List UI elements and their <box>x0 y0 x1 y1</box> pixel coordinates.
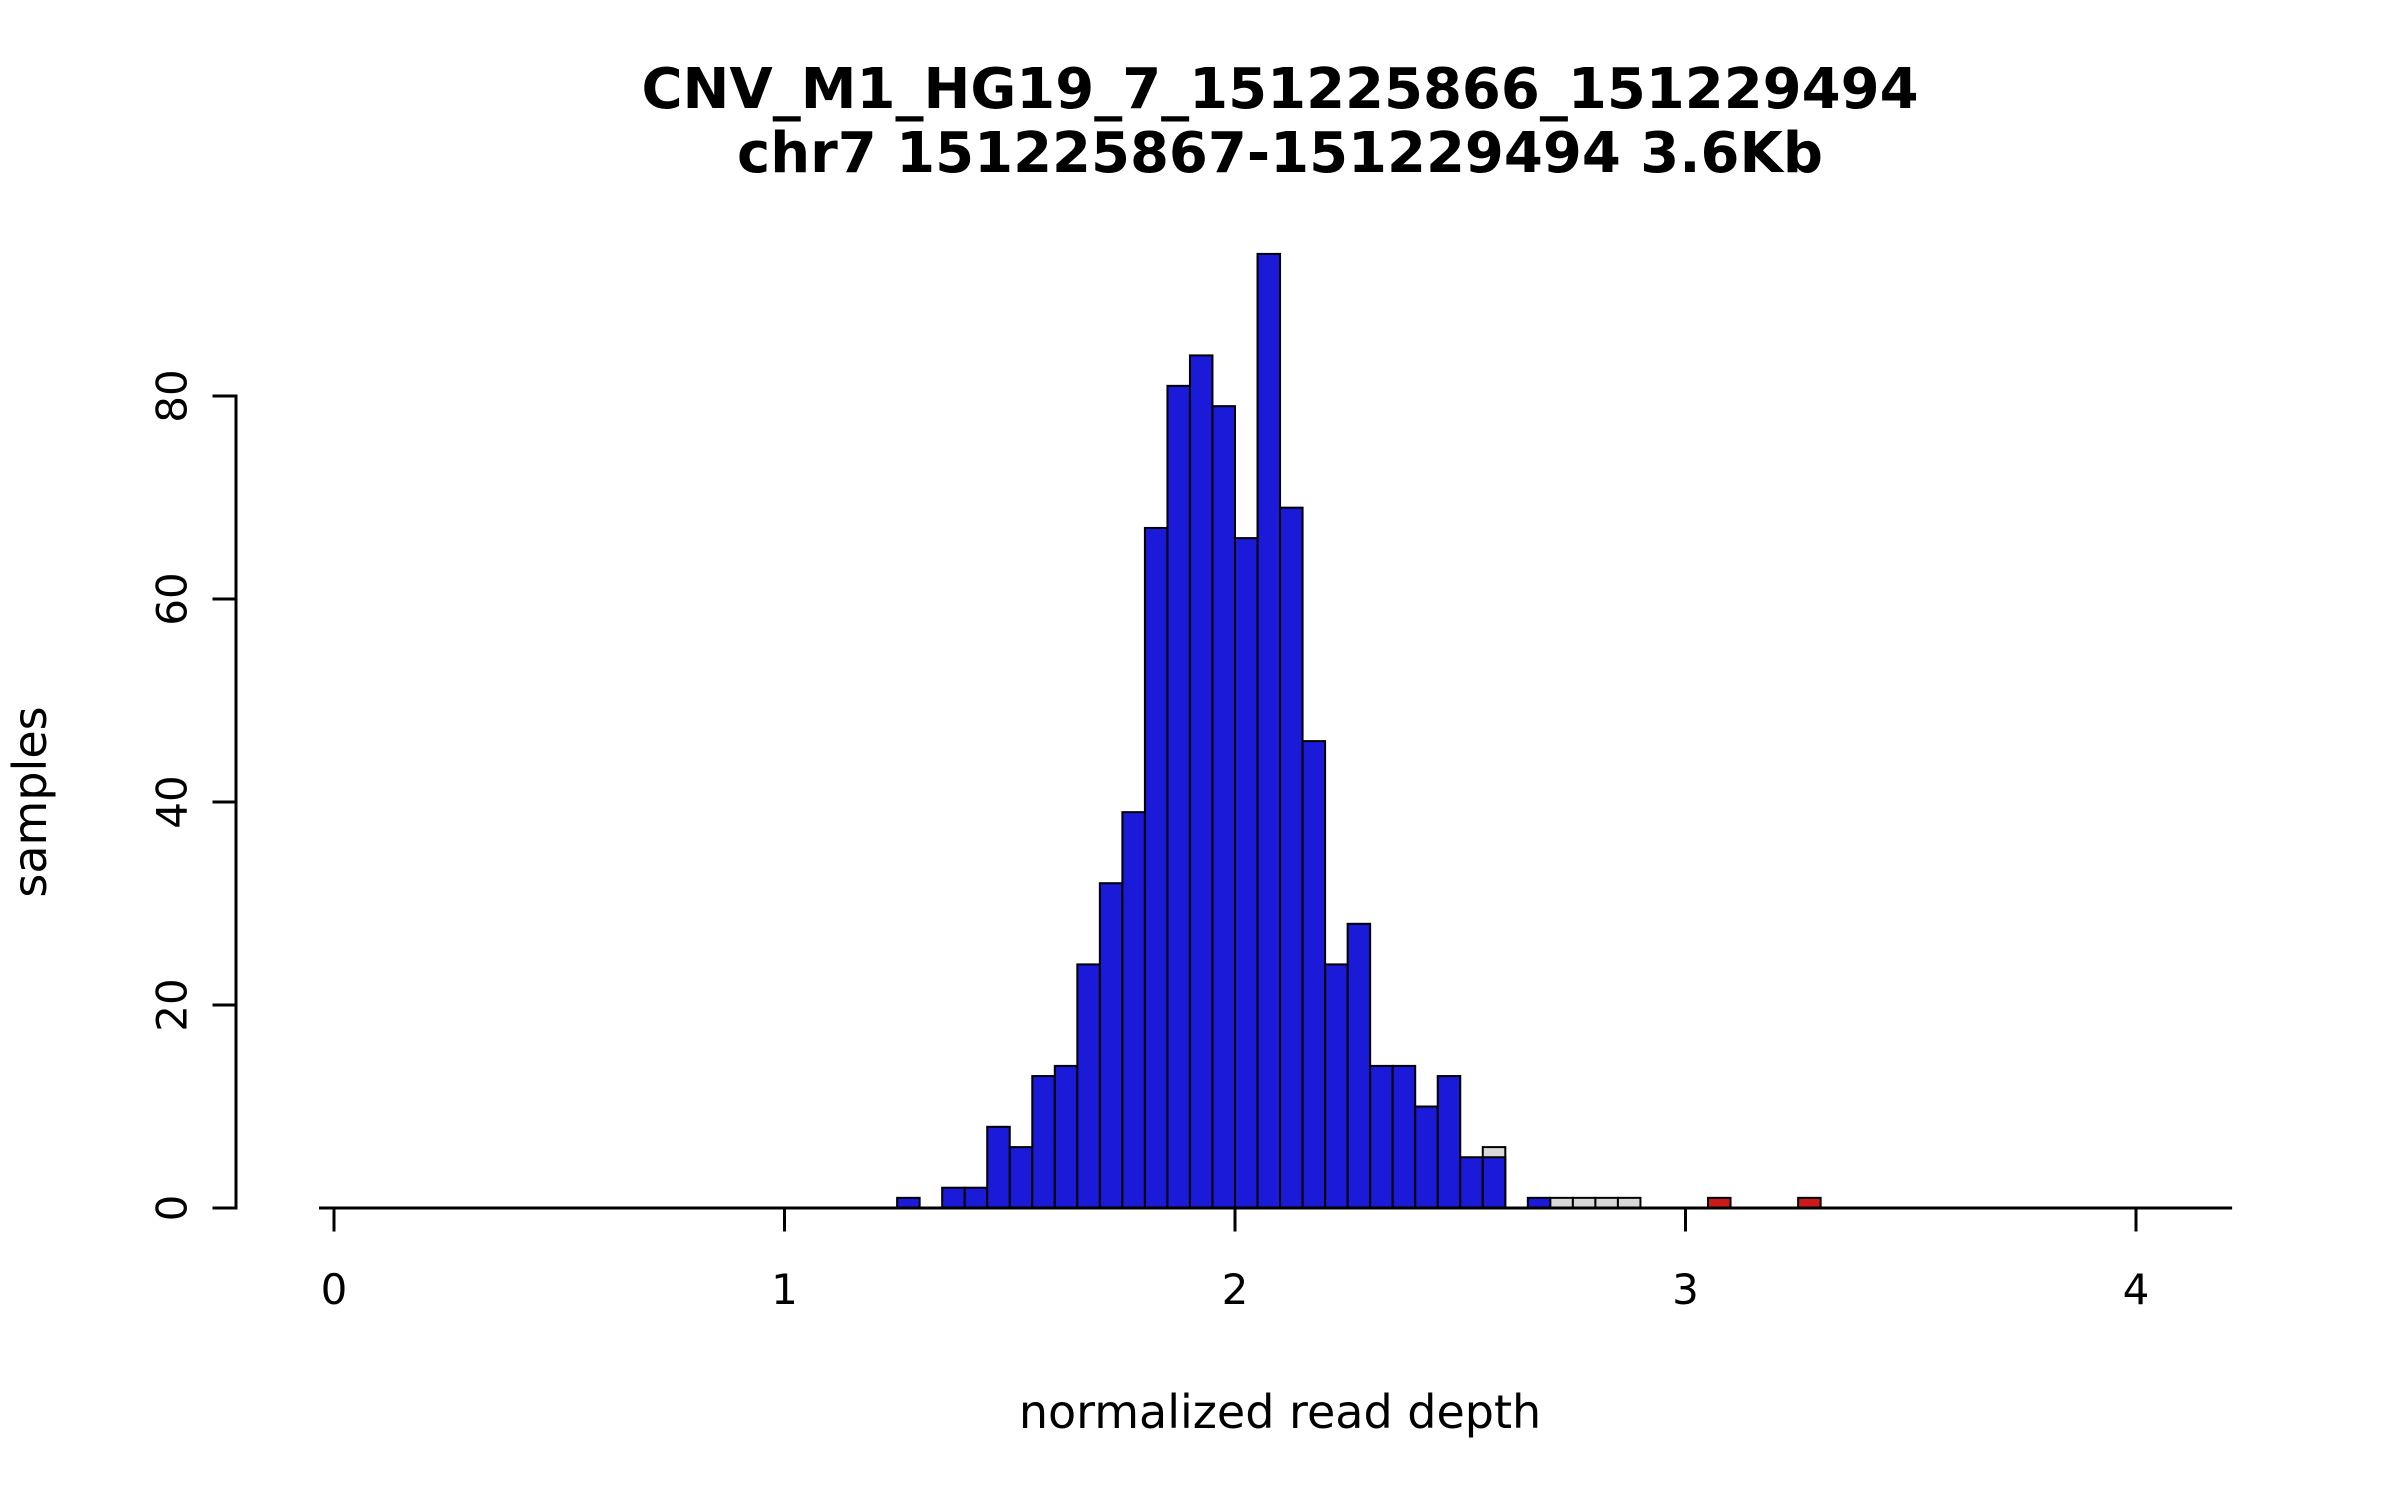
histogram-bar-blue <box>1324 963 1349 1210</box>
y-tick-label: 0 <box>147 1195 196 1222</box>
histogram-bar-gray <box>1594 1196 1619 1209</box>
x-tick-label: 2 <box>1222 1265 1249 1314</box>
histogram-bar-blue <box>1459 1156 1484 1209</box>
histogram-bar-blue <box>1234 537 1259 1209</box>
x-tick-label: 4 <box>2123 1265 2150 1314</box>
histogram-bar-gray <box>1616 1196 1642 1209</box>
histogram-bar-red <box>1797 1196 1822 1209</box>
histogram-bar-blue <box>1256 252 1282 1209</box>
histogram-bar-blue <box>1121 811 1146 1210</box>
y-tick-label: 60 <box>147 572 196 625</box>
histogram-bar-blue <box>896 1196 921 1209</box>
histogram-bar-blue <box>1301 740 1327 1209</box>
histogram-bar-blue <box>1166 384 1191 1210</box>
histogram-bar-blue <box>1008 1146 1034 1209</box>
x-tick-label: 3 <box>1672 1265 1699 1314</box>
histogram-bar-blue <box>1369 1064 1394 1210</box>
chart-title-line1: CNV_M1_HG19_7_151225866_151229494 <box>641 57 1918 122</box>
histogram-bar-blue <box>1391 1064 1417 1210</box>
histogram-bar-blue <box>1436 1075 1462 1210</box>
x-tick-label: 1 <box>771 1265 798 1314</box>
histogram-bar-blue <box>963 1186 989 1209</box>
histogram-bar-blue <box>1414 1105 1439 1209</box>
histogram-bar-blue <box>1143 526 1169 1209</box>
histogram-bar-blue <box>1211 405 1236 1209</box>
histogram-bar-gray <box>1549 1196 1574 1209</box>
histogram-bar-blue <box>1053 1064 1079 1210</box>
x-tick-label: 0 <box>321 1265 348 1314</box>
histogram-bar-blue <box>986 1125 1011 1210</box>
histogram-bar-blue <box>1098 882 1124 1209</box>
histogram-bar-gray <box>1571 1196 1597 1209</box>
histogram-bar-blue <box>1076 963 1101 1210</box>
y-axis-title: samples <box>3 706 57 897</box>
histogram-bar-blue <box>941 1186 966 1209</box>
x-axis-title: normalized read depth <box>1019 1385 1541 1439</box>
histogram-bar-red <box>1707 1196 1732 1209</box>
y-tick-label: 80 <box>147 369 196 422</box>
histogram-bar-blue <box>1481 1156 1507 1209</box>
histogram-bar-blue <box>1279 506 1304 1209</box>
chart-title-line2: chr7 151225867-151229494 3.6Kb <box>737 121 1823 186</box>
histogram-bar-blue <box>1526 1196 1552 1209</box>
histogram-bar-blue <box>1188 354 1214 1209</box>
histogram-bar-blue <box>1031 1075 1056 1210</box>
histogram-bar-blue <box>1346 922 1372 1209</box>
y-tick-label: 40 <box>147 775 196 828</box>
y-tick-label: 20 <box>147 978 196 1031</box>
